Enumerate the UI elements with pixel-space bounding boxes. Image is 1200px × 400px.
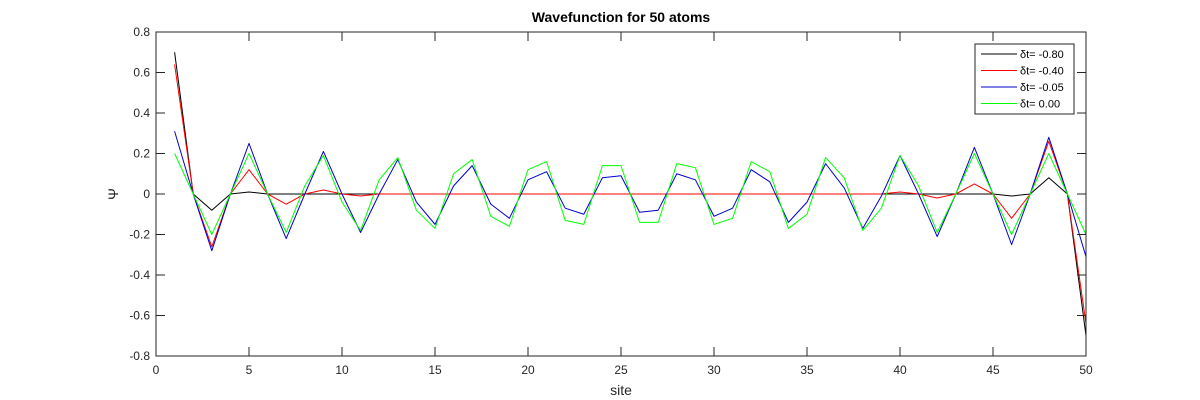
ticks-layer: 0 5 10 15 20 25 30 35 40 45 50 0.8 0.6 0.4 0.2 0 -0.2 -0.… [129,25,1093,377]
legend-label-4: δt= 0.00 [1020,99,1060,111]
y-tick-label: -0.6 [129,309,150,323]
y-tick-label: 0 [143,187,150,201]
x-tick-label: 20 [521,363,535,377]
x-tick-label: 30 [707,363,721,377]
x-tick-label: 0 [153,363,160,377]
y-axis-label: Ψ [105,188,121,200]
x-tick-label: 35 [800,363,814,377]
x-axis-label: site [610,382,632,398]
legend-label-2: δt= -0.40 [1020,66,1064,78]
y-tick-label: -0.8 [129,349,150,363]
x-tick-label: 45 [986,363,1000,377]
y-tick-label: 0.2 [133,147,150,161]
x-tick-label: 5 [246,363,253,377]
y-tick-label: 0.6 [133,66,150,80]
y-tick-label: 0.4 [133,106,150,120]
x-tick-label: 50 [1079,363,1093,377]
chart-title: Wavefunction for 50 atoms [532,9,711,25]
legend-box [974,43,1075,115]
legend-label-3: δt= -0.05 [1020,82,1064,94]
series-layer [174,52,1087,336]
x-tick-label: 40 [893,363,907,377]
y-tick-label: 0.8 [133,25,150,39]
x-tick-label: 15 [428,363,442,377]
y-tick-label: -0.2 [129,228,150,242]
x-tick-label: 10 [335,363,349,377]
x-tick-label: 25 [614,363,628,377]
series-line-4 [174,153,1087,235]
legend-label-1: δt= -0.80 [1020,49,1064,61]
legend: δt= -0.80 δt= -0.40 δt= -0.05 δt= 0.00 [974,43,1075,115]
y-tick-label: -0.4 [129,268,150,282]
